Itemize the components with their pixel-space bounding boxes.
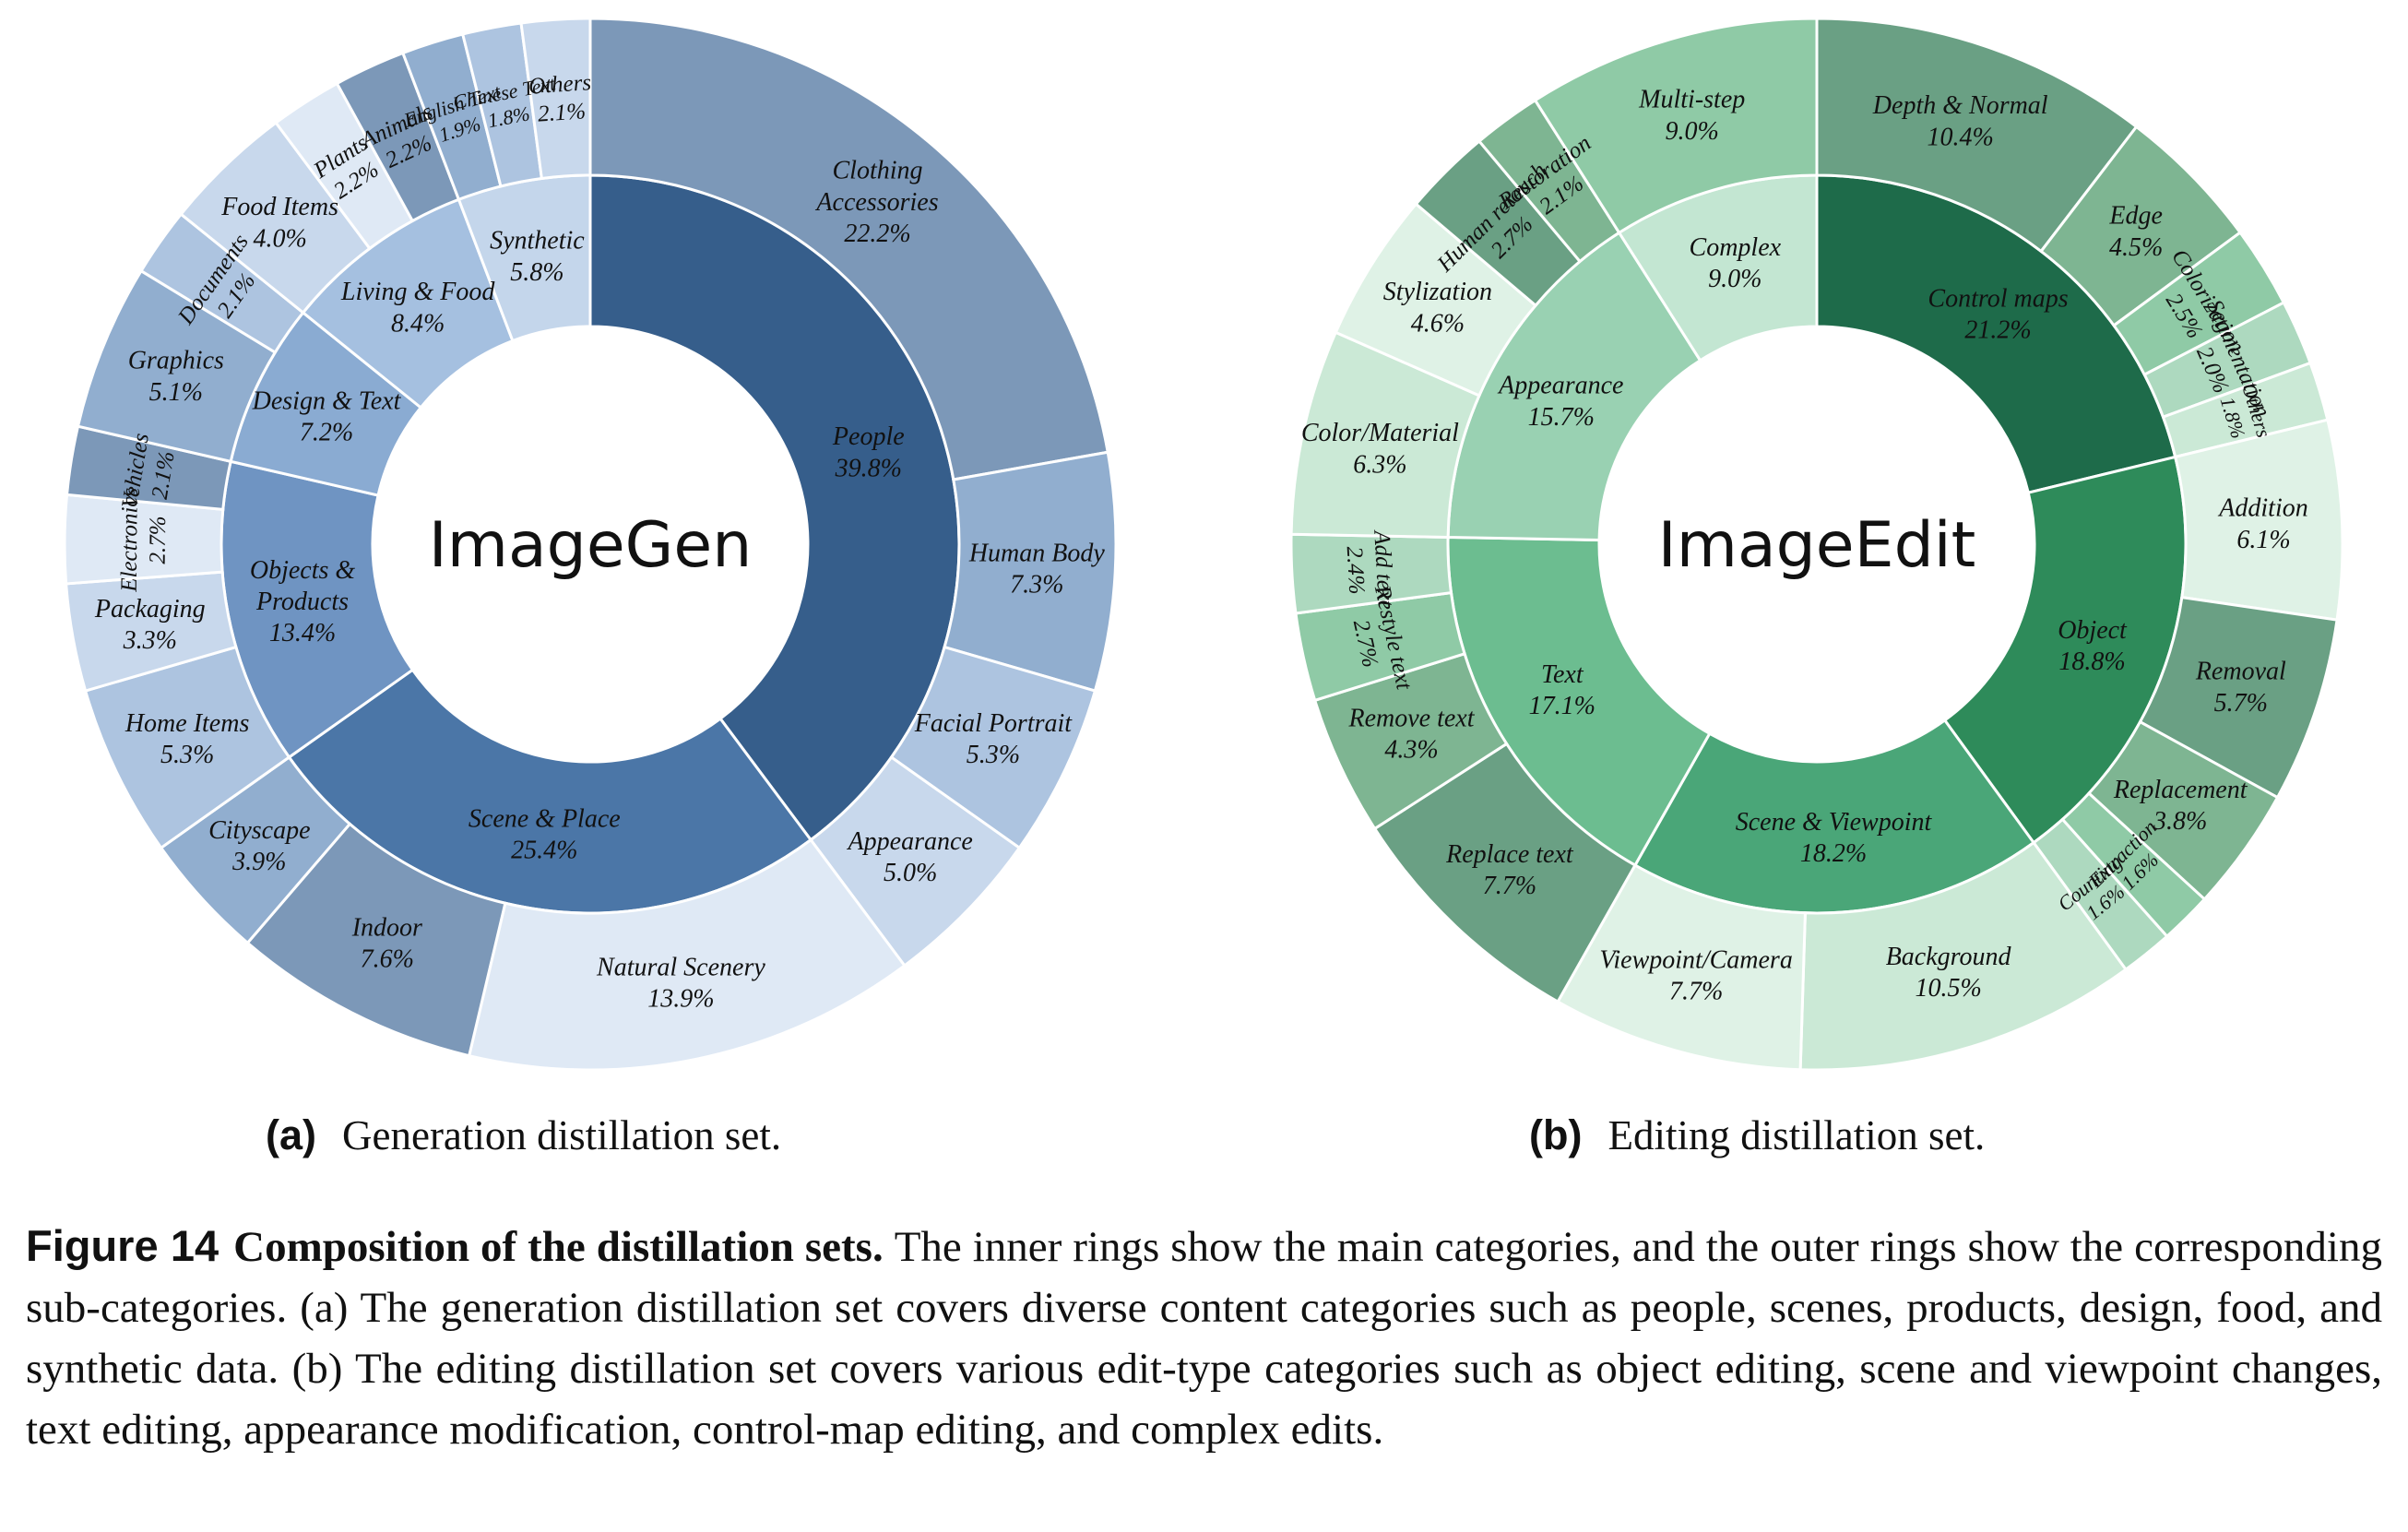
inner-objects-products-label: Objects & Products 13.4% (250, 556, 356, 647)
outer-removal-label: Removal 5.7% (2195, 658, 2286, 718)
outer-packaging-label: Packaging 3.3% (94, 595, 206, 655)
outer-stylization-label: Stylization 4.6% (1383, 278, 1492, 338)
inner-people-label: People 39.8% (832, 422, 905, 482)
subcaption-a: (a) Generation distillation set. (266, 1111, 781, 1159)
outer-background-label: Background 10.5% (1886, 943, 2012, 1003)
inner-complex-label: Complex 9.0% (1690, 233, 1782, 293)
inner-scene-viewpoint-label: Scene & Viewpoint 18.2% (1736, 808, 1933, 868)
inner-control-maps-label: Control maps 21.2% (1928, 284, 2068, 344)
subcaption-b-text: Editing distillation set. (1607, 1112, 1986, 1158)
outer-viewpoint-camera-label: Viewpoint/Camera 7.7% (1599, 945, 1792, 1005)
subcaption-a-tag: (a) (266, 1111, 316, 1158)
outer-segment-complex-multi-step (1533, 17, 1819, 235)
outer-addition-label: Addition 6.1% (2217, 494, 2307, 554)
outer-clothing-accessories-label: Clothing Accessories 22.2% (814, 157, 938, 248)
caption-body: The inner rings show the main categories… (26, 1223, 2382, 1454)
outer-segment-people-clothing-accessories (588, 17, 1109, 481)
outer-depth-normal-label: Depth & Normal 10.4% (1872, 91, 2048, 151)
imageedit-sunburst-chart: Control maps 21.2% Depth & Normal 10.4% Edge… (1289, 17, 2344, 1072)
inner-synthetic-label: Synthetic 5.8% (490, 227, 585, 287)
outer-remove-text-label: Remove text 4.3% (1347, 705, 1475, 765)
outer-color-material-label: Color/Material 6.3% (1301, 419, 1459, 479)
outer-segment-synthetic-others (519, 17, 592, 181)
center-title: ImageEdit (1658, 509, 1976, 582)
outer-human-body-label: Human Body 7.3% (968, 539, 1106, 599)
inner-scene-place-label: Scene & Place 25.4% (469, 805, 621, 865)
outer-others-label: Others2.1% (528, 70, 594, 127)
subcaption-a-text: Generation distillation set. (342, 1112, 782, 1158)
outer-replacement-label: Replacement 3.8% (2113, 776, 2248, 836)
figure-number: Figure 14 (26, 1221, 219, 1270)
charts-canvas: People 39.8% Clothing Accessories 22.2% Human… (63, 17, 2344, 1072)
subcaption-b: (b) Editing distillation set. (1529, 1111, 1985, 1159)
outer-cityscape-label: Cityscape 3.9% (208, 816, 310, 876)
outer-graphics-label: Graphics 5.1% (128, 347, 224, 407)
outer-food-items-label: Food Items 4.0% (220, 193, 338, 253)
outer-facial-portrait-label: Facial Portrait 5.3% (914, 709, 1074, 769)
caption-title: Composition of the distillation sets. (233, 1223, 884, 1271)
outer-edge-label: Edge 4.5% (2108, 202, 2163, 262)
outer-home-items-label: Home Items 5.3% (125, 709, 250, 769)
inner-object-label: Object 18.8% (2058, 616, 2128, 676)
inner-design-text-label: Design & Text 7.2% (252, 386, 402, 446)
outer-multi-step-label: Multi-step 9.0% (1638, 86, 1745, 146)
outer-replace-text-label: Replace text 7.7% (1445, 840, 1574, 900)
figure-caption: Figure 14 Composition of the distillation… (26, 1216, 2382, 1460)
outer-segment-scene-place-natural-scenery (467, 837, 907, 1072)
outer-appearance-label: Appearance 5.0% (847, 827, 973, 887)
outer-add-text-label: Add text2.4% (1341, 528, 1398, 611)
inner-text-label: Text 17.1% (1529, 660, 1595, 720)
subcaption-b-tag: (b) (1529, 1111, 1583, 1158)
inner-living-food-label: Living & Food 8.4% (340, 278, 495, 338)
outer-electronics-label: Electronics 2.7% (117, 488, 172, 593)
outer-indoor-label: Indoor 7.6% (351, 914, 422, 974)
center-title: ImageGen (429, 509, 753, 582)
inner-appearance-label: Appearance 15.7% (1497, 372, 1623, 432)
imagegen-sunburst-chart: People 39.8% Clothing Accessories 22.2% Human… (63, 17, 1118, 1072)
outer-natural-scenery-label: Natural Scenery 13.9% (596, 953, 765, 1013)
